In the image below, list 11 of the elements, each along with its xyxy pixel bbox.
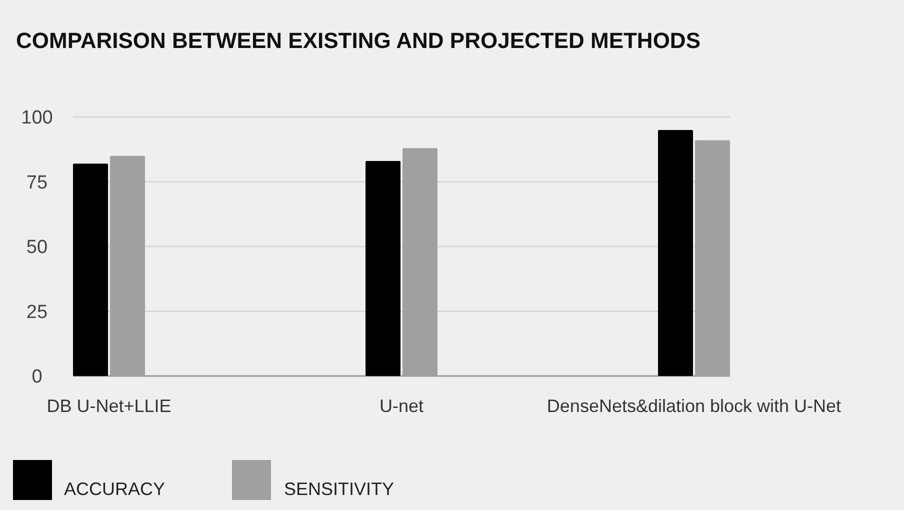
y-tick-label: 25 — [26, 302, 48, 323]
y-tick-label: 100 — [21, 108, 53, 129]
x-tick-label: DenseNets&dilation block with U-Net — [546, 396, 842, 416]
x-tick-label: DB U-Net+LLIE — [46, 396, 172, 416]
x-tick-label: U-net — [379, 396, 424, 416]
legend-label: ACCURACY — [64, 479, 166, 499]
y-tick-label: 50 — [26, 237, 48, 258]
chart-title: COMPARISON BETWEEN EXISTING AND PROJECTED METHODS — [16, 28, 700, 53]
y-tick-label: 75 — [26, 172, 48, 194]
y-tick-label: 0 — [32, 366, 42, 388]
legend-label: SENSITIVITY — [284, 479, 394, 499]
